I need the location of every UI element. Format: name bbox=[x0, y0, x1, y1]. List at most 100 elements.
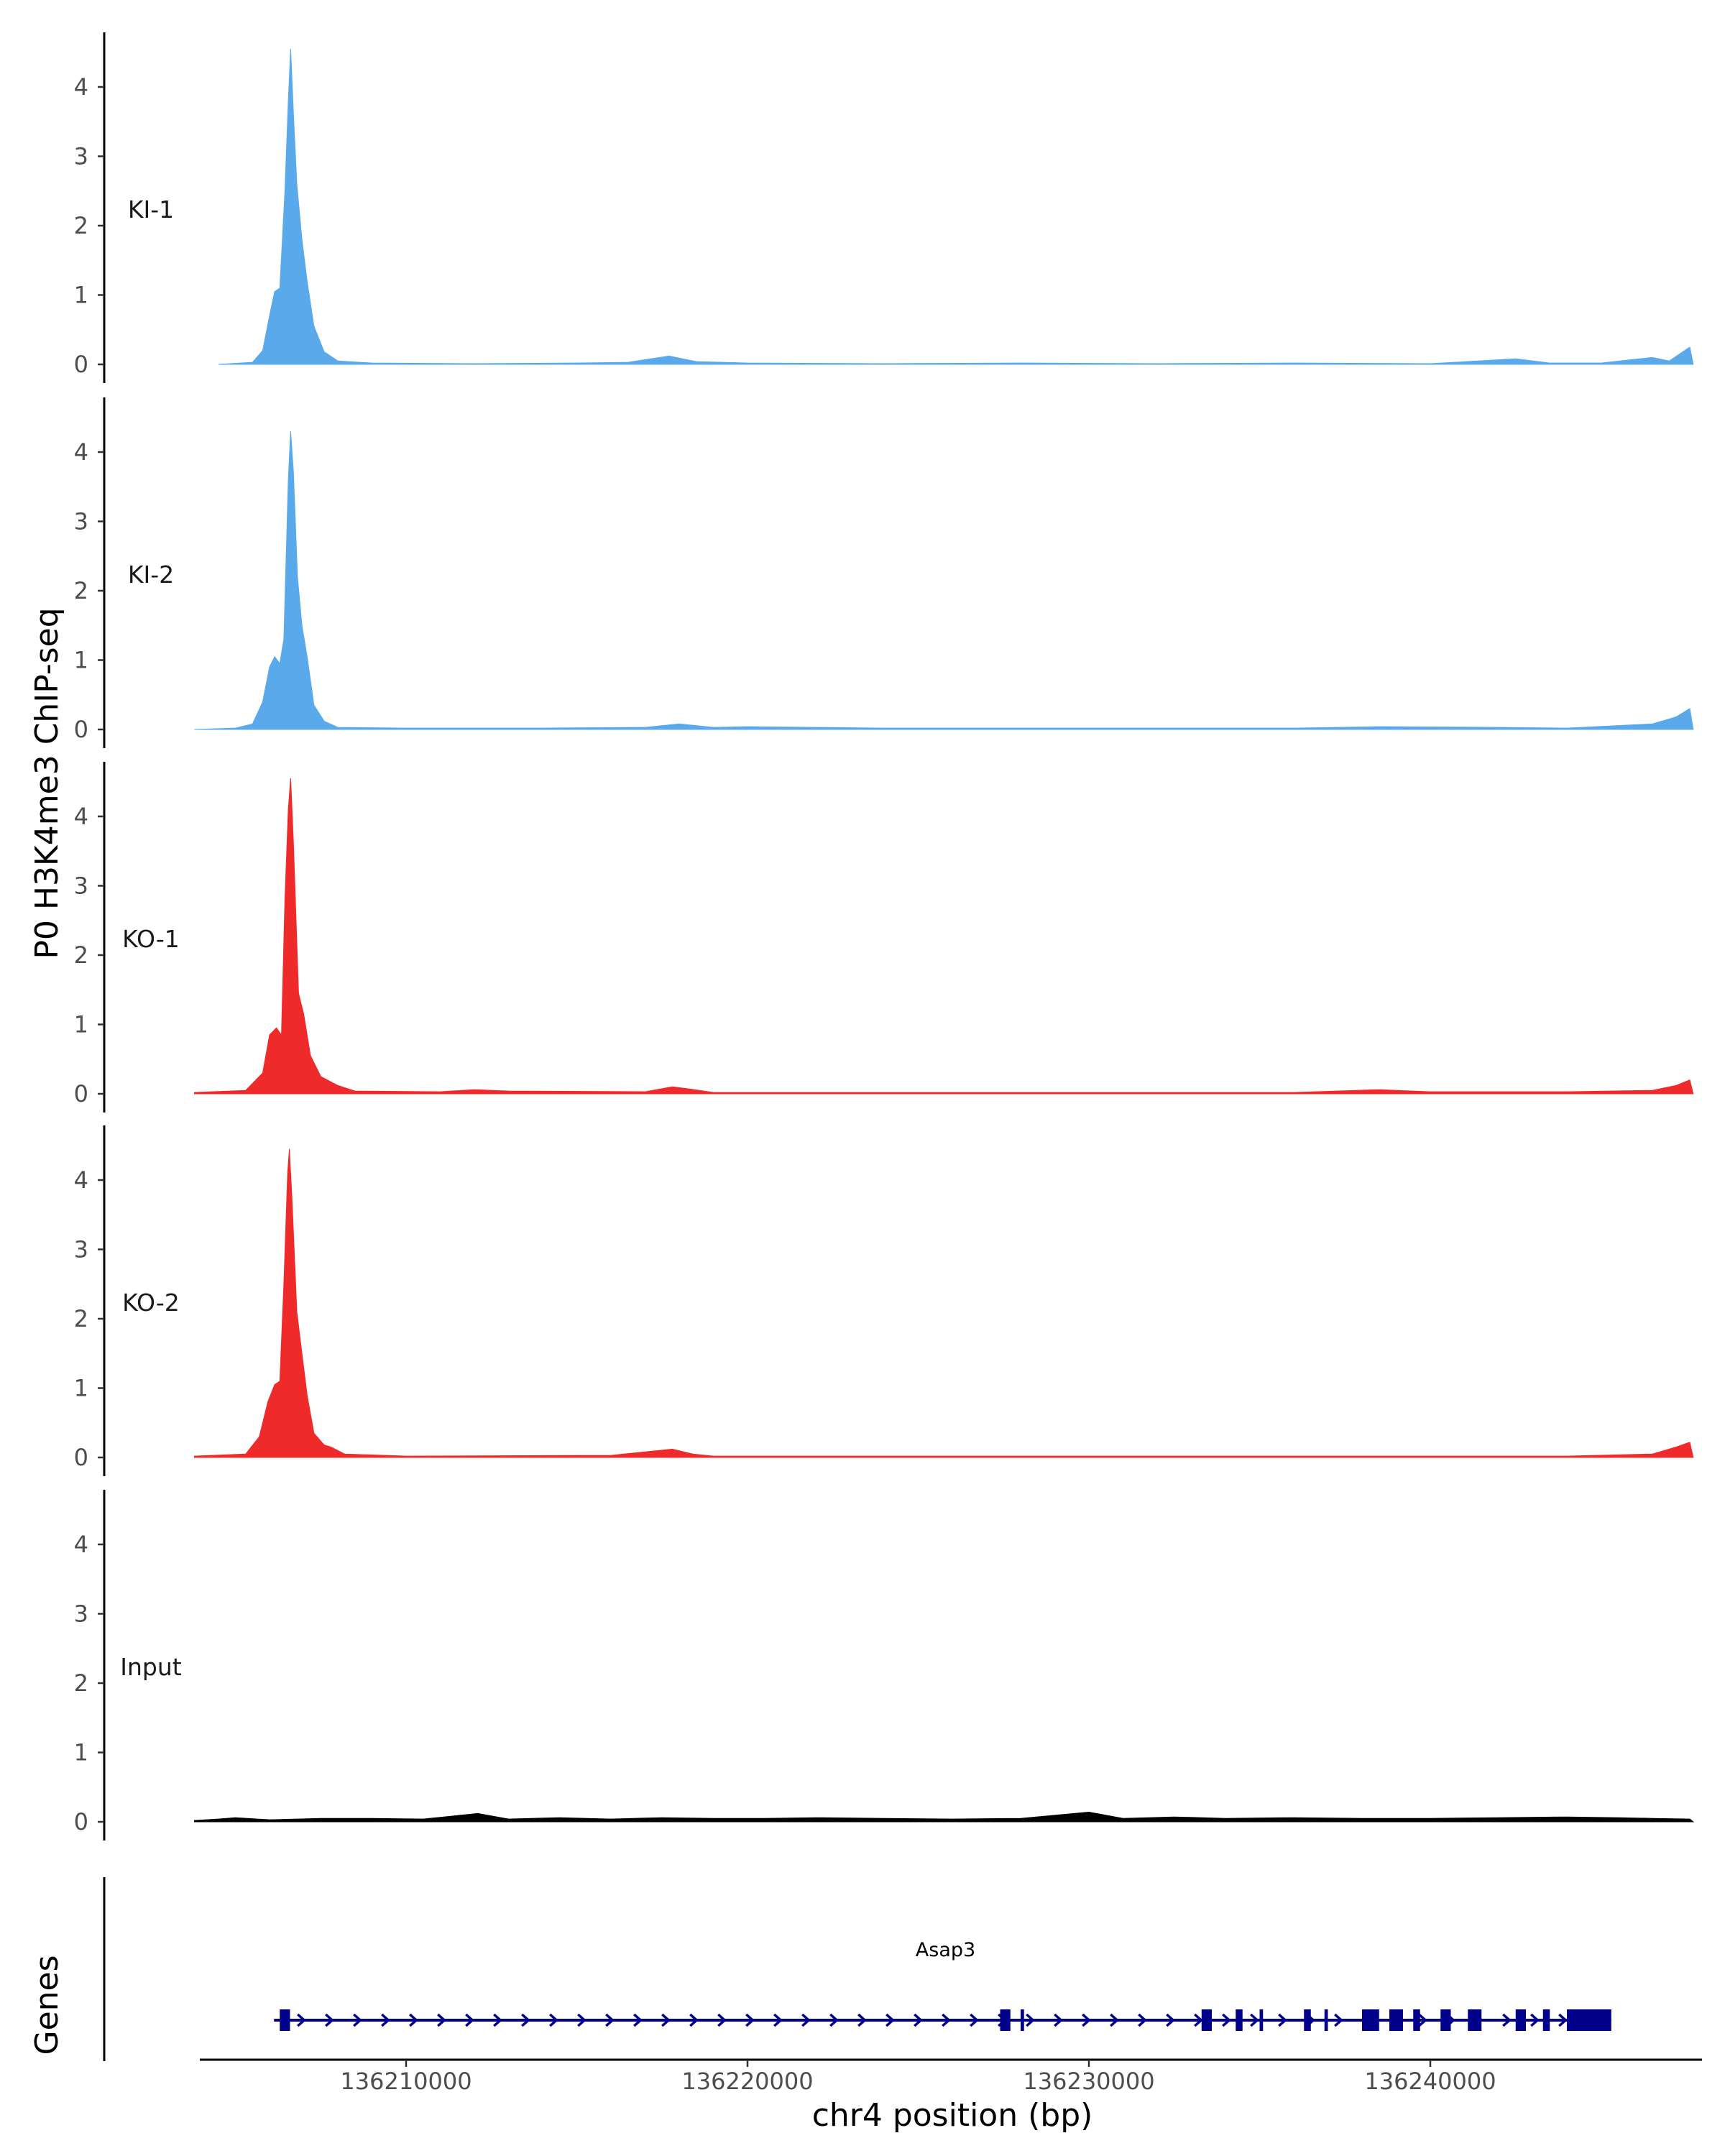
y-tick-label: 2 bbox=[74, 941, 88, 969]
strand-arrow bbox=[1166, 2013, 1175, 2027]
gene-exon bbox=[1515, 2009, 1526, 2031]
strand-arrow bbox=[1082, 2013, 1091, 2027]
strand-arrow bbox=[409, 2013, 418, 2027]
strand-arrow bbox=[1054, 2013, 1063, 2027]
y-tick-label: 4 bbox=[74, 1166, 88, 1194]
track-panel-ko-1: 0 1 2 3 4 KO-1 bbox=[74, 762, 1694, 1112]
coverage-area bbox=[194, 1148, 1694, 1458]
y-tick-label: 4 bbox=[74, 1531, 88, 1558]
strand-arrow bbox=[1558, 2013, 1568, 2027]
gene-exon bbox=[1440, 2009, 1451, 2031]
gene-exon bbox=[1413, 2009, 1420, 2031]
track-label: KO-1 bbox=[122, 925, 180, 953]
x-tick-label: 136230000 bbox=[1023, 2068, 1154, 2095]
gene-exon bbox=[280, 2009, 290, 2031]
gene-exon bbox=[1542, 2009, 1550, 2031]
track-panel-input: 0 1 2 3 4 Input bbox=[74, 1490, 1695, 1841]
strand-arrow bbox=[717, 2013, 727, 2027]
strand-arrow bbox=[886, 2013, 895, 2027]
y-tick-label: 1 bbox=[74, 1375, 88, 1402]
strand-arrow bbox=[353, 2013, 362, 2027]
y-tick-label: 0 bbox=[74, 351, 88, 378]
strand-arrow bbox=[1194, 2013, 1203, 2027]
strand-arrow bbox=[577, 2013, 586, 2027]
gene-name-label: Asap3 bbox=[916, 1939, 975, 1961]
x-tick-label: 136210000 bbox=[340, 2068, 472, 2095]
track-panel-ko-2: 0 1 2 3 4 KO-2 bbox=[74, 1125, 1694, 1476]
y-tick-label: 4 bbox=[74, 73, 88, 101]
strand-arrow bbox=[857, 2013, 867, 2027]
coverage-area bbox=[194, 1811, 1695, 1823]
strand-arrow bbox=[745, 2013, 755, 2027]
y-tick-label: 4 bbox=[74, 803, 88, 830]
y-tick-label: 3 bbox=[74, 1236, 88, 1263]
x-axis: 136210000 136220000 136230000 136240000 bbox=[200, 2058, 1702, 2095]
y-tick-label: 1 bbox=[74, 647, 88, 674]
y-axis-title: P0 H3K4me3 ChIP-seq bbox=[29, 607, 65, 959]
x-tick-label: 136220000 bbox=[681, 2068, 813, 2095]
y-tick-label: 0 bbox=[74, 1808, 88, 1835]
y-tick-label: 1 bbox=[74, 282, 88, 309]
genes-axis-title: Genes bbox=[29, 1955, 65, 2055]
coverage-area bbox=[194, 778, 1694, 1095]
gene-exon bbox=[1389, 2009, 1403, 2031]
y-tick-label: 2 bbox=[74, 1305, 88, 1332]
track-label: Input bbox=[120, 1653, 182, 1681]
gene-exon bbox=[1304, 2009, 1311, 2031]
strand-arrow bbox=[325, 2013, 334, 2027]
strand-arrow bbox=[1110, 2013, 1119, 2027]
strand-arrow bbox=[297, 2013, 306, 2027]
x-axis-title: chr4 position (bp) bbox=[812, 2097, 1093, 2134]
y-tick-label: 0 bbox=[74, 1444, 88, 1471]
gene-exon bbox=[1021, 2009, 1024, 2031]
strand-arrow bbox=[1334, 2013, 1343, 2027]
x-tick-label: 136240000 bbox=[1364, 2068, 1496, 2095]
tracks-layer: 0 1 2 3 4 KI-1 0 1 2 3 4 KI-2 0 1 2 3 4 KO-1 0 1 2 3 4 KO-2 0 1 2 3… bbox=[74, 32, 1695, 1841]
y-tick-label: 1 bbox=[74, 1011, 88, 1038]
strand-arrow bbox=[801, 2013, 811, 2027]
strand-arrow bbox=[1026, 2013, 1035, 2027]
y-tick-label: 4 bbox=[74, 438, 88, 466]
strand-arrow bbox=[661, 2013, 671, 2027]
strand-arrow bbox=[381, 2013, 390, 2027]
strand-arrow bbox=[1138, 2013, 1147, 2027]
y-tick-label: 3 bbox=[74, 143, 88, 170]
strand-arrow bbox=[1250, 2013, 1259, 2027]
strand-arrow bbox=[1418, 2013, 1427, 2027]
y-tick-label: 2 bbox=[74, 577, 88, 604]
gene-exon bbox=[1259, 2009, 1264, 2031]
strand-arrow bbox=[689, 2013, 699, 2027]
track-label: KI-1 bbox=[128, 195, 174, 224]
strand-arrow bbox=[521, 2013, 530, 2027]
strand-arrow bbox=[914, 2013, 923, 2027]
y-tick-label: 3 bbox=[74, 508, 88, 535]
strand-arrow bbox=[493, 2013, 502, 2027]
strand-arrow bbox=[1502, 2013, 1512, 2027]
strand-arrow bbox=[549, 2013, 558, 2027]
y-tick-label: 2 bbox=[74, 1669, 88, 1697]
track-panel-ki-2: 0 1 2 3 4 KI-2 bbox=[74, 397, 1694, 748]
y-tick-label: 1 bbox=[74, 1739, 88, 1766]
strand-arrow bbox=[437, 2013, 446, 2027]
y-tick-label: 3 bbox=[74, 1600, 88, 1628]
gene-exon bbox=[1362, 2009, 1379, 2031]
y-tick-label: 0 bbox=[74, 716, 88, 743]
strand-arrow bbox=[633, 2013, 643, 2027]
strand-arrow bbox=[1530, 2013, 1540, 2027]
coverage-area bbox=[218, 48, 1694, 365]
strand-arrow bbox=[829, 2013, 839, 2027]
strand-arrow bbox=[605, 2013, 615, 2027]
track-label: KO-2 bbox=[122, 1289, 180, 1317]
coverage-area bbox=[194, 430, 1694, 730]
gene-exon bbox=[1567, 2009, 1611, 2031]
y-tick-label: 0 bbox=[74, 1080, 88, 1107]
gene-exon bbox=[1324, 2009, 1328, 2031]
strand-arrow bbox=[465, 2013, 474, 2027]
track-label: KI-2 bbox=[128, 561, 174, 589]
y-tick-label: 2 bbox=[74, 212, 88, 239]
strand-arrow bbox=[1222, 2013, 1231, 2027]
track-panel-ki-1: 0 1 2 3 4 KI-1 bbox=[74, 32, 1694, 383]
strand-arrow bbox=[942, 2013, 951, 2027]
gene-exon bbox=[1000, 2009, 1011, 2031]
